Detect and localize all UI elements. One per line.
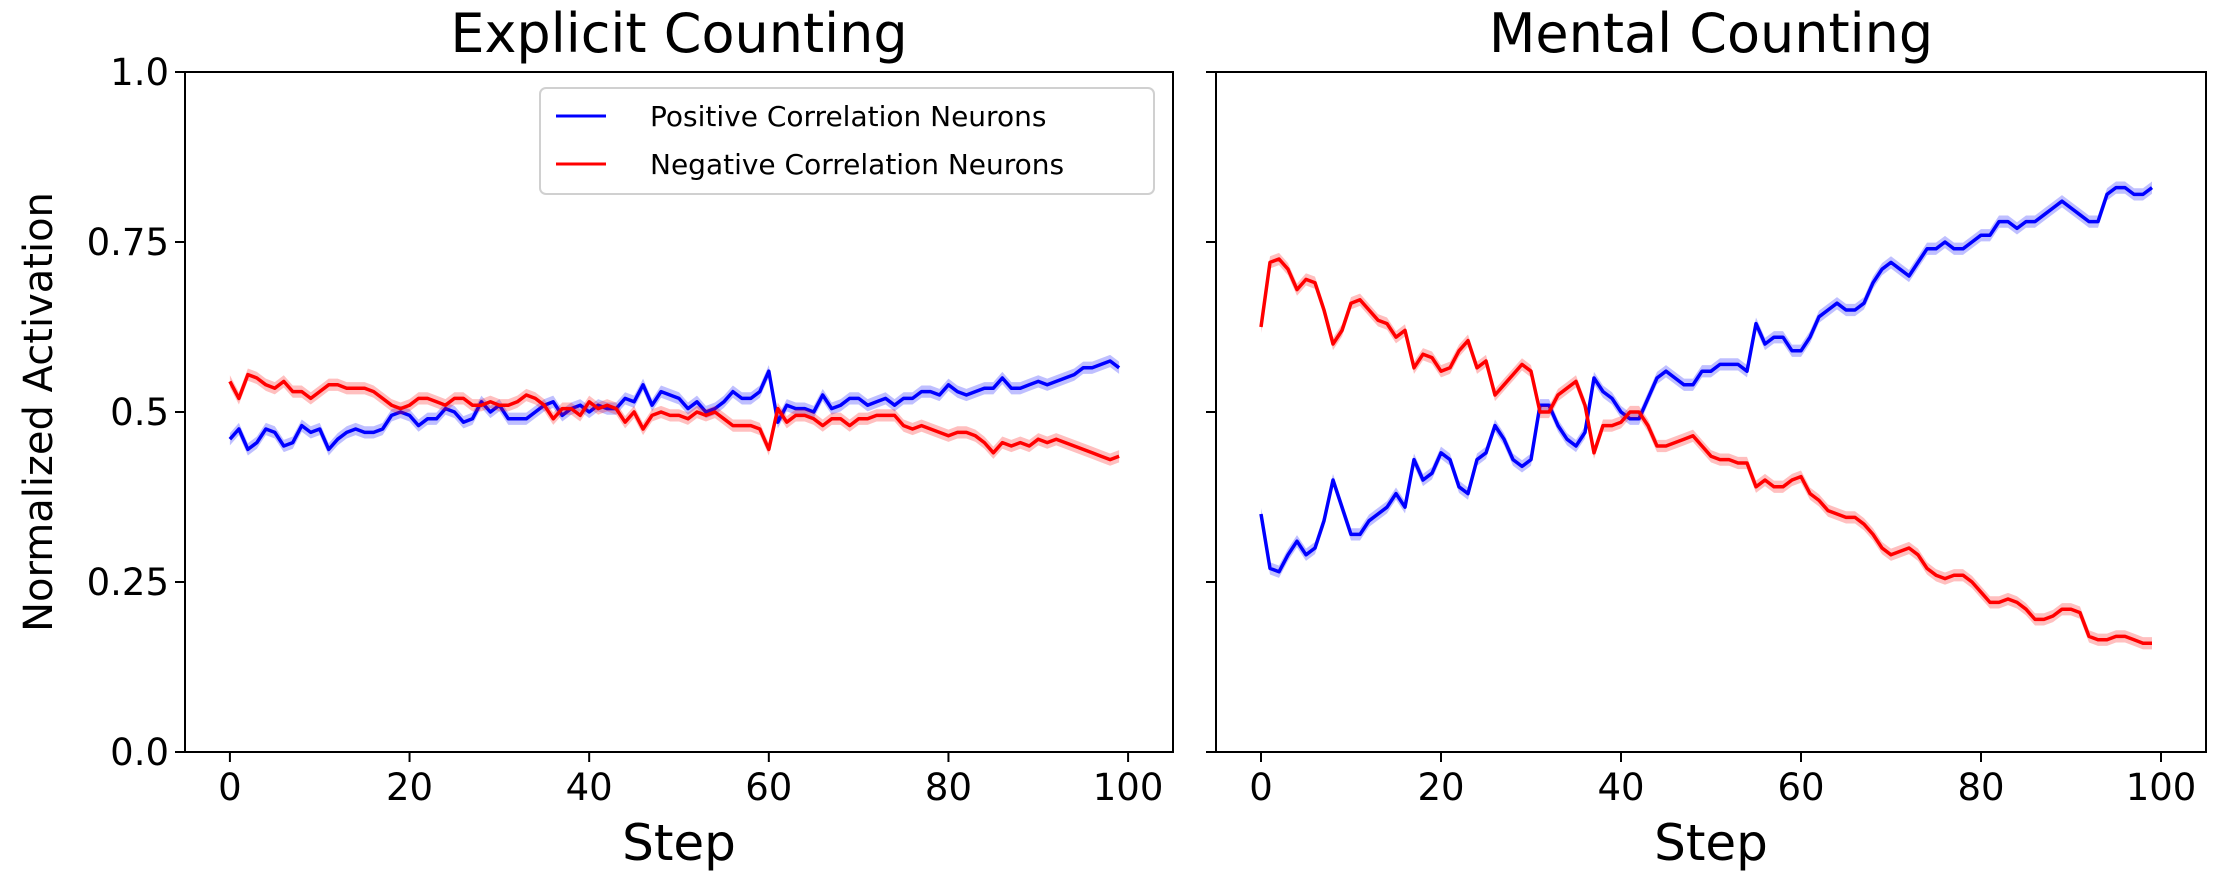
legend-box [539, 87, 1155, 195]
series-band-positive [1261, 181, 2152, 578]
y-ticks [1206, 71, 1216, 753]
x-axis-label: Step [622, 814, 736, 872]
panel-explicit-counting: Explicit Counting Step Normalized Activa… [16, 2, 1174, 872]
panel-mental-counting: Mental Counting Step 0 20 40 60 80 100 [1206, 2, 2207, 872]
x-tick-label: 0 [218, 766, 242, 809]
y-tick-label: 1.0 [110, 51, 169, 94]
x-tick-label: 60 [745, 766, 792, 809]
legend-label-positive: Positive Correlation Neurons [650, 100, 1046, 133]
x-tick-label: 60 [1777, 766, 1824, 809]
axes-frame [1215, 71, 2207, 753]
y-tick-label: 0.25 [87, 561, 169, 604]
x-tick-label: 40 [566, 766, 613, 809]
x-tick-label: 80 [925, 766, 972, 809]
x-tick-label: 100 [2126, 766, 2197, 809]
x-tick-label: 80 [1957, 766, 2004, 809]
series-line-positive [228, 359, 1121, 452]
x-ticks: 0 20 40 60 80 100 [1249, 752, 2196, 809]
x-tick-label: 20 [386, 766, 433, 809]
series-lines [228, 354, 1121, 466]
legend: Positive Correlation Neurons Negative Co… [539, 87, 1155, 195]
series-line-positive [1259, 185, 2154, 574]
axes-frame [184, 71, 1174, 753]
y-tick-label: 0.0 [110, 731, 169, 774]
y-axis-label: Normalized Activation [16, 192, 62, 632]
legend-label-negative: Negative Correlation Neurons [650, 148, 1064, 181]
y-tick-label: 0.75 [87, 221, 169, 264]
series-line-negative [1259, 257, 2152, 645]
series-lines [1259, 181, 2154, 650]
panel-title: Explicit Counting [450, 2, 907, 65]
x-ticks: 0 20 40 60 80 100 [218, 752, 1163, 809]
y-ticks: 0.0 0.25 0.5 0.75 1.0 [87, 51, 185, 774]
x-axis-label: Step [1654, 814, 1768, 872]
panel-title: Mental Counting [1489, 2, 1933, 65]
y-tick-label: 0.5 [110, 391, 169, 434]
x-tick-label: 20 [1417, 766, 1464, 809]
x-tick-label: 0 [1249, 766, 1273, 809]
x-tick-label: 40 [1597, 766, 1644, 809]
x-tick-label: 100 [1093, 766, 1164, 809]
series-line-negative [228, 372, 1120, 462]
